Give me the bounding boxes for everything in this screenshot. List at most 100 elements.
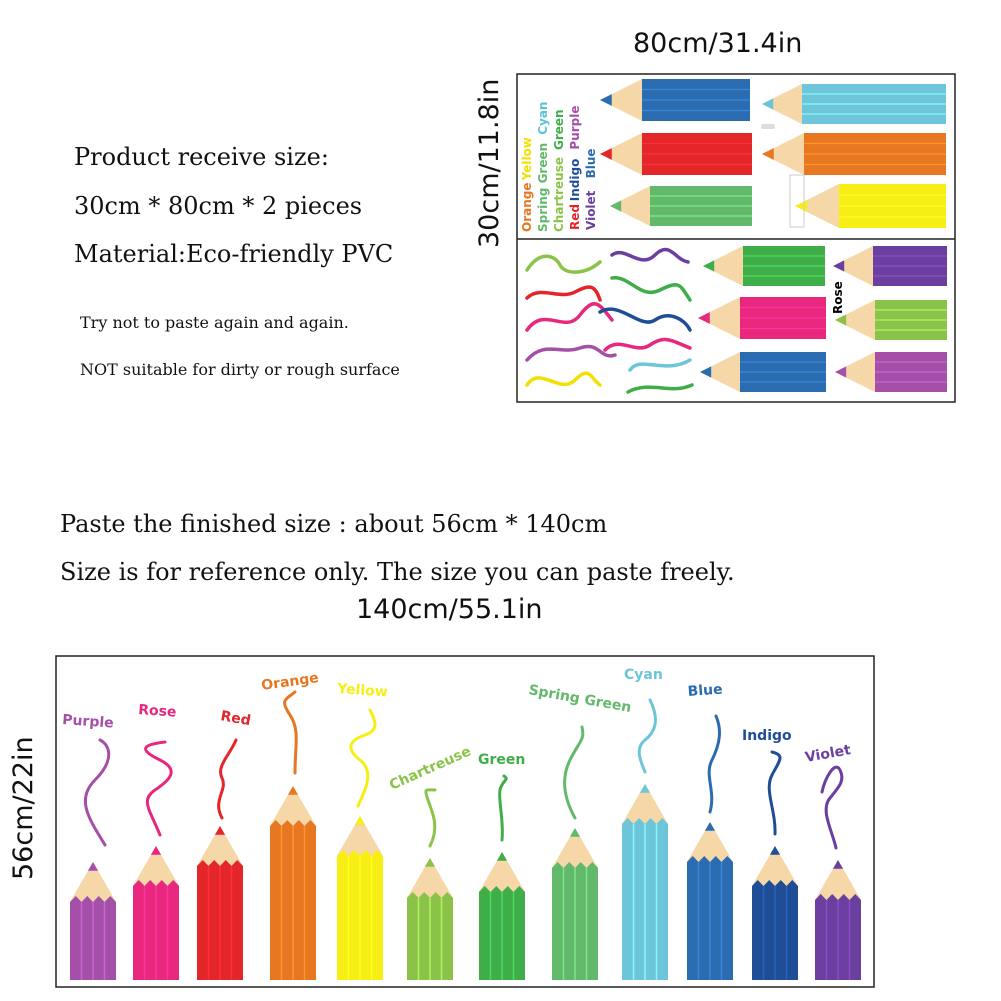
sheet-preview-content: Orange Yellow Spring Green Cyan Chartreuse Gr… <box>520 79 947 394</box>
rose-label: Rose <box>831 281 845 314</box>
pencil-green: Green <box>478 752 525 980</box>
pencil-tip <box>622 784 668 824</box>
color-word-green: Green <box>552 109 566 150</box>
pencil-curl-rose <box>144 740 173 837</box>
sheet-pencil-spring-green <box>610 186 752 226</box>
sheet-squiggle <box>525 344 617 362</box>
sheet-squiggle <box>626 383 694 394</box>
pencil-label-cyan: Cyan <box>624 667 663 683</box>
pencil-lead <box>214 826 226 835</box>
finished-size-text: Paste the finished size : about 56cm * 1… <box>60 510 608 538</box>
pencil-tip <box>479 852 525 892</box>
pencil-lead <box>87 862 99 871</box>
pencil-lead <box>832 860 844 869</box>
sheet-squiggle <box>525 371 602 387</box>
pencil-blue: Blue <box>687 682 733 980</box>
color-word-yellow: Yellow <box>520 137 534 181</box>
sheet-pencil-yellow <box>795 184 946 228</box>
pencil-tip <box>337 816 383 856</box>
color-word-indigo: Indigo <box>568 159 582 202</box>
pencil-curl-cyan <box>637 698 657 774</box>
finished-wall-frame <box>55 655 875 988</box>
pencil-curl-violet <box>820 765 844 850</box>
pencil-purple: Purple <box>62 712 116 980</box>
pencil-label-purple: Purple <box>62 712 114 732</box>
pencil-tip <box>552 828 598 868</box>
sheet-pencil-cyan <box>762 84 946 124</box>
pencil-label-red: Red <box>219 708 252 729</box>
pencil-red: Red <box>197 708 252 980</box>
sheet-pencil-orange <box>762 133 946 175</box>
color-word-violet: Violet <box>584 190 598 230</box>
pencil-curl-yellow <box>349 708 377 808</box>
pencil-tip <box>197 826 243 866</box>
receive-size-label: Product receive size: <box>74 143 329 171</box>
pencil-curl-red <box>217 738 238 820</box>
sheet-squiggle <box>610 276 692 302</box>
finished-width-label: 140cm/55.1in <box>356 594 543 625</box>
note-surface: NOT suitable for dirty or rough surface <box>80 360 400 379</box>
sheet-pencil-blue <box>600 79 750 121</box>
color-word-spring-green: Spring Green <box>536 143 550 232</box>
pencil-curl-blue <box>707 714 721 814</box>
sheet-squiggle <box>628 358 692 372</box>
color-word-purple: Purple <box>568 105 582 149</box>
pencil-tip <box>270 786 316 826</box>
pencil-label-blue: Blue <box>687 682 723 700</box>
pencil-lead <box>496 852 508 861</box>
small-sticker <box>789 174 805 228</box>
pencil-tip <box>752 846 798 886</box>
sheet-pencil-rose <box>698 297 826 339</box>
pencil-label-green: Green <box>478 752 525 768</box>
pencil-lead <box>769 846 781 855</box>
pencil-label-orange: Orange <box>260 670 319 694</box>
pencil-curl-green <box>498 774 508 842</box>
receive-size-value: 30cm * 80cm * 2 pieces <box>74 192 363 220</box>
pencil-label-rose: Rose <box>138 702 177 721</box>
color-word-orange: Orange <box>520 183 534 233</box>
color-word-cyan: Cyan <box>536 102 550 135</box>
note-paste: Try not to paste again and again. <box>80 313 349 332</box>
sheet-squiggle <box>598 307 692 332</box>
sheet-pencil-chartreuse <box>835 300 947 340</box>
sheet-squiggle <box>610 247 690 264</box>
sheet-pencil-green <box>703 246 825 286</box>
small-sticker <box>761 124 775 129</box>
pencil-rose: Rose <box>133 702 179 980</box>
pencil-label-indigo: Indigo <box>742 728 792 744</box>
sheet-squiggle <box>525 285 602 302</box>
pencil-lead <box>150 846 162 855</box>
pencil-label-violet: Violet <box>804 742 852 766</box>
color-word-red: Red <box>568 204 582 230</box>
color-word-chartreuse: Chartreuse <box>552 157 566 232</box>
sheet-pencil-purple <box>835 352 947 392</box>
sheet-pencil-red <box>600 133 752 175</box>
sheet-squiggle <box>603 337 692 352</box>
pencil-lead <box>287 786 299 795</box>
material-text: Material:Eco-friendly PVC <box>74 240 394 268</box>
pencil-lead <box>569 828 581 837</box>
pencil-curl-chartreuse <box>424 788 437 848</box>
pencil-label-yellow: Yellow <box>336 681 389 701</box>
pencil-indigo: Indigo <box>742 728 798 980</box>
sheet-squiggle <box>525 254 602 274</box>
pencil-lead <box>424 858 436 867</box>
sheet-squiggle <box>525 302 614 332</box>
pencil-lead <box>704 822 716 831</box>
pencil-tip <box>133 846 179 886</box>
sheet-pencil-indigo <box>700 352 826 392</box>
pencil-curl-spring-green <box>563 725 585 820</box>
pencil-curl-purple <box>84 738 111 847</box>
pencil-tip <box>687 822 733 862</box>
pencil-violet: Violet <box>804 742 861 980</box>
pencil-tip <box>70 862 116 902</box>
sheet-width-label: 80cm/31.4in <box>633 28 803 59</box>
pencil-orange: Orange <box>260 670 320 980</box>
reference-text: Size is for reference only. The size you… <box>60 558 735 586</box>
pencil-curl-indigo <box>767 750 782 836</box>
pencil-lead <box>354 816 366 825</box>
pencil-tip <box>407 858 453 898</box>
color-word-blue: Blue <box>584 148 598 178</box>
pencil-tip <box>815 860 861 900</box>
